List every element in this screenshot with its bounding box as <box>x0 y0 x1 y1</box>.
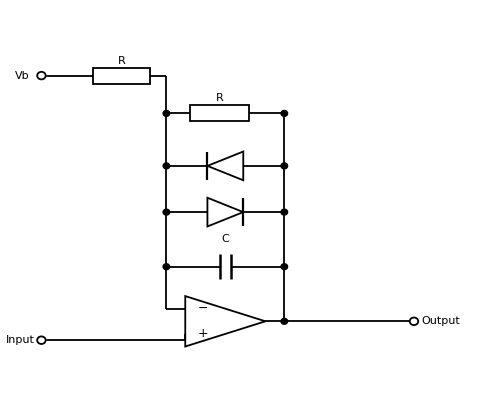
Circle shape <box>281 163 288 169</box>
Circle shape <box>163 163 170 169</box>
Circle shape <box>37 72 46 79</box>
Circle shape <box>281 318 288 324</box>
Polygon shape <box>185 296 265 346</box>
Circle shape <box>410 318 418 325</box>
Text: −: − <box>198 302 208 315</box>
Circle shape <box>281 110 288 116</box>
Circle shape <box>163 209 170 215</box>
FancyBboxPatch shape <box>93 68 150 84</box>
Circle shape <box>163 110 170 116</box>
Circle shape <box>37 336 46 344</box>
Text: Vb: Vb <box>15 71 30 81</box>
Polygon shape <box>207 152 243 180</box>
Text: C: C <box>221 234 229 244</box>
Text: R: R <box>118 55 125 66</box>
Circle shape <box>281 209 288 215</box>
Text: Input: Input <box>5 335 35 345</box>
Text: Output: Output <box>421 316 460 326</box>
Circle shape <box>163 264 170 270</box>
Circle shape <box>281 264 288 270</box>
FancyBboxPatch shape <box>190 105 249 121</box>
Polygon shape <box>207 198 243 226</box>
Text: +: + <box>198 328 208 340</box>
Text: R: R <box>216 93 223 103</box>
